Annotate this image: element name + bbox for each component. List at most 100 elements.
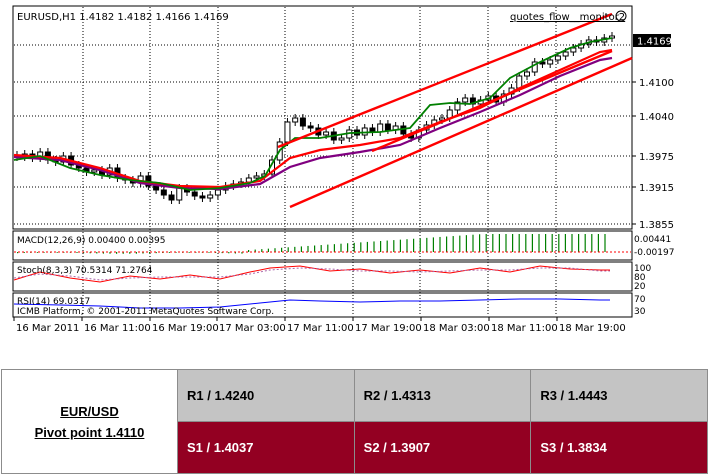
candle: [338, 137, 345, 141]
candle: [91, 169, 98, 173]
macd-bar: [366, 241, 368, 252]
macd-bar: [168, 252, 170, 253]
macd-bar: [498, 234, 500, 252]
time-tick-label: 16 Mar 2011: [16, 323, 79, 334]
symbol-info: EURUSD,H1 1.4182 1.4182 1.4166 1.4169: [17, 12, 229, 23]
channel-lower-line: [289, 56, 633, 209]
macd-bar: [393, 240, 395, 252]
macd-scale-top: 0.00441: [634, 235, 671, 245]
macd-bar: [129, 252, 131, 254]
macd-bar: [432, 237, 434, 252]
macd-bar: [300, 246, 302, 252]
macd-bar: [274, 248, 276, 252]
macd-bar: [571, 234, 573, 252]
macd-bar: [578, 234, 580, 252]
macd-bar: [234, 252, 236, 254]
macd-bar: [327, 244, 329, 252]
candle: [554, 55, 561, 61]
macd-bar: [221, 252, 223, 254]
s3-cell: S3 / 1.3834: [530, 421, 708, 474]
macd-bar: [538, 234, 540, 252]
macd-bar: [96, 252, 98, 254]
ma-mid-line: [13, 48, 613, 189]
indicator-close-icon[interactable]: [615, 10, 627, 22]
macd-bar: [109, 252, 111, 254]
pivot-point-label[interactable]: Pivot point 1.4110: [34, 424, 145, 440]
time-tick-label: 16 Mar 11:00: [84, 323, 151, 334]
r3-cell: R3 / 1.4443: [530, 369, 708, 422]
macd-bar: [380, 241, 382, 252]
macd-bar: [399, 239, 401, 252]
macd-scale-bottom: -0.00197: [634, 248, 674, 258]
macd-bar: [23, 252, 25, 254]
candle: [524, 71, 530, 77]
macd-bar: [122, 252, 124, 254]
macd-bar: [261, 249, 263, 252]
macd-bar: [208, 252, 210, 253]
macd-bar: [149, 252, 151, 254]
copyright-text: ICMB Platform, © 2001-2011 MetaQuotes So…: [17, 307, 274, 317]
candle: [307, 125, 314, 129]
macd-bar: [320, 245, 322, 252]
macd-bar: [307, 245, 309, 252]
macd-bar: [492, 234, 494, 252]
macd-bar: [188, 252, 190, 253]
macd-bar: [413, 238, 415, 252]
macd-bar: [485, 234, 487, 252]
candle: [516, 75, 523, 89]
macd-bar: [558, 234, 560, 252]
price-tick-label: 1.3915: [639, 183, 674, 194]
macd-bar: [333, 244, 335, 252]
stoch-scale-mid: 80: [634, 273, 646, 283]
r1-cell: R1 / 1.4240: [177, 369, 355, 422]
candle: [377, 123, 384, 133]
candle: [547, 59, 554, 65]
candle: [454, 101, 461, 111]
macd-bar: [89, 252, 91, 254]
candle: [323, 131, 330, 136]
macd-bar: [36, 252, 38, 253]
indicator-name: quotes_flow__monitor2: [510, 12, 625, 23]
candle: [384, 123, 391, 131]
macd-bar: [525, 234, 527, 252]
macd-bar: [135, 252, 137, 254]
s2-cell: S2 / 1.3907: [353, 421, 532, 474]
macd-bar: [479, 234, 481, 252]
candle: [570, 47, 577, 53]
macd-bar: [241, 252, 243, 254]
macd-bar: [254, 249, 256, 252]
macd-bar: [386, 240, 388, 252]
macd-bar: [604, 234, 606, 252]
channel-upper-line: [277, 12, 613, 149]
macd-bar: [102, 252, 104, 254]
macd-bar: [155, 252, 157, 254]
macd-bar: [597, 234, 599, 252]
candle: [214, 189, 221, 196]
time-tick-label: 18 Mar 11:00: [491, 323, 558, 334]
time-tick-label: 18 Mar 03:00: [423, 323, 490, 334]
macd-bar: [267, 248, 269, 252]
candle: [439, 117, 445, 121]
time-tick-label: 17 Mar 11:00: [287, 323, 354, 334]
price-chart: 1.4100 1.4040 1.3975 1.3915 1.3855 1.4169 EU…: [12, 5, 674, 334]
macd-bar: [162, 252, 164, 254]
candle: [168, 194, 175, 201]
candle: [160, 189, 167, 196]
macd-bar: [248, 250, 250, 252]
pair-label[interactable]: EUR/USD: [60, 403, 119, 419]
macd-bar: [584, 234, 586, 252]
macd-label: MACD(12,26,9) 0.00400 0.00395: [17, 236, 166, 246]
macd-bar: [116, 252, 118, 254]
macd-bar: [551, 234, 553, 252]
rsi-scale-top: 70: [634, 295, 646, 305]
macd-bar: [545, 234, 547, 252]
price-tick-label: 1.3975: [639, 152, 674, 163]
macd-bar: [446, 236, 448, 252]
macd-bar: [228, 252, 230, 254]
time-tick-label: 17 Mar 03:00: [219, 323, 286, 334]
price-tick-label: 1.3855: [639, 220, 674, 231]
macd-histogram: [14, 234, 631, 254]
time-tick-label: 18 Mar 19:00: [559, 323, 626, 334]
macd-bar: [83, 252, 85, 254]
candle: [299, 117, 306, 127]
